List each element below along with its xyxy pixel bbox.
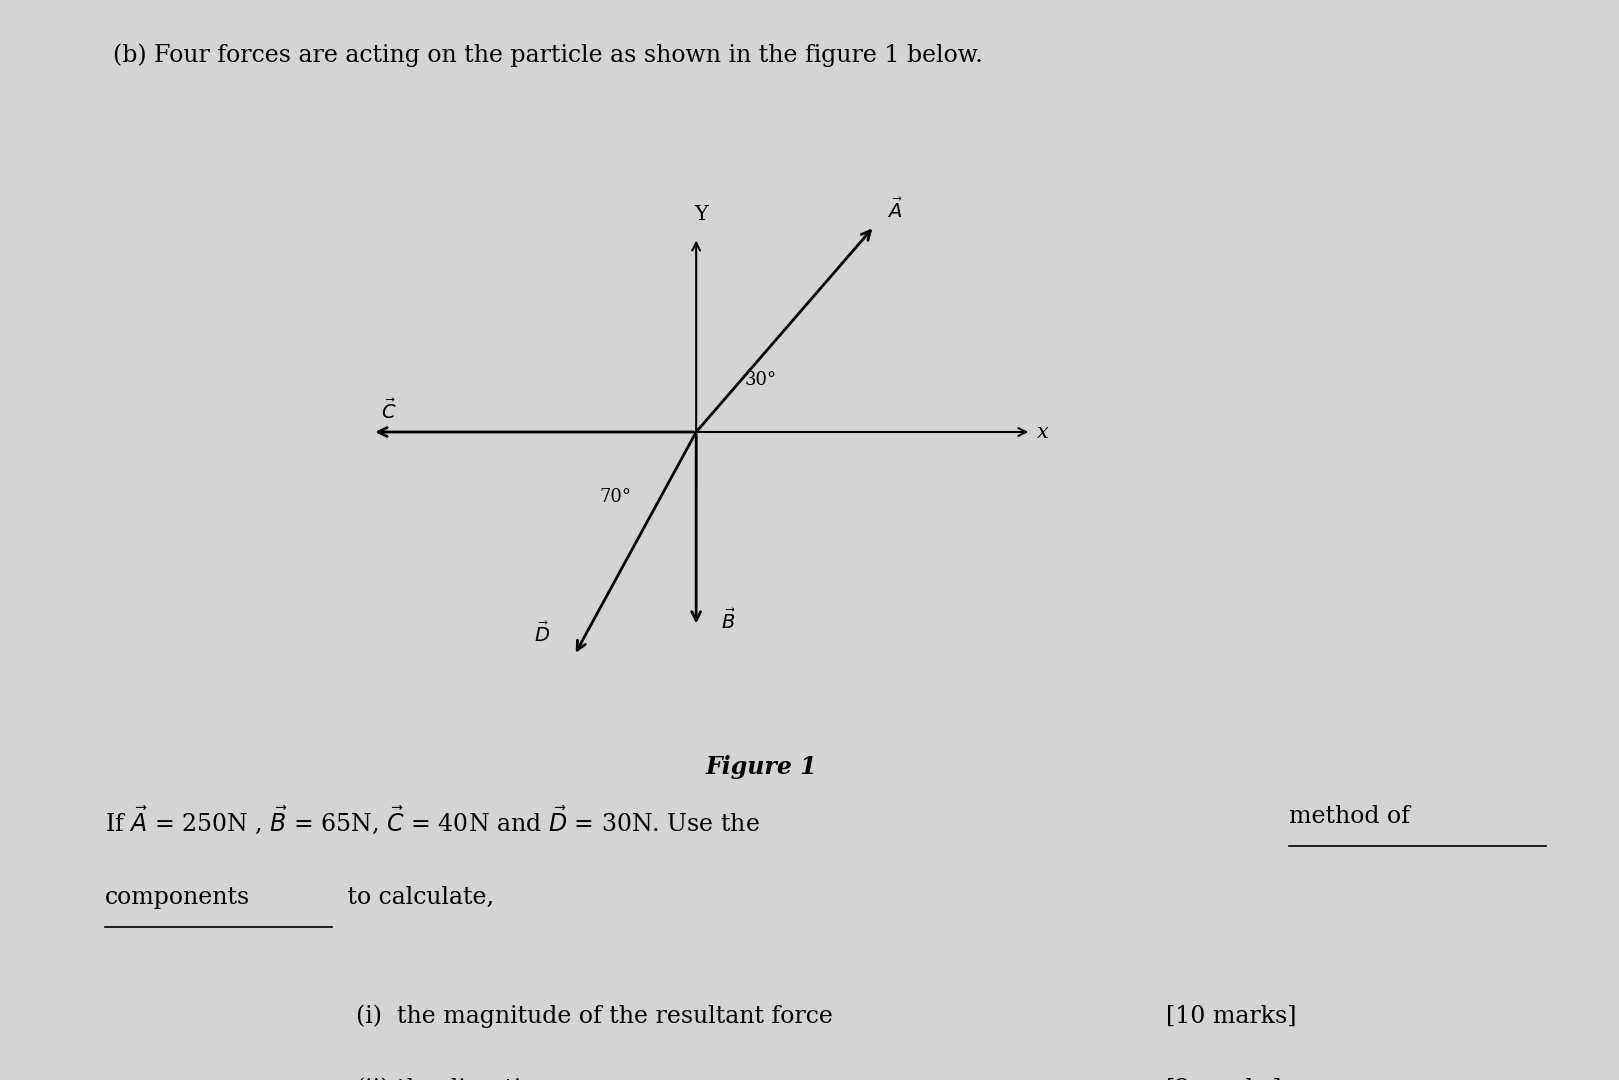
Text: [10 marks]: [10 marks]	[1166, 1004, 1297, 1027]
Text: 30°: 30°	[745, 372, 777, 389]
Text: Y: Y	[695, 204, 708, 224]
Text: 70°: 70°	[599, 488, 631, 505]
Text: Figure 1: Figure 1	[706, 755, 816, 779]
Text: (b) Four forces are acting on the particle as shown in the figure 1 below.: (b) Four forces are acting on the partic…	[113, 43, 983, 67]
Text: $\vec{B}$: $\vec{B}$	[720, 609, 737, 633]
Text: to calculate,: to calculate,	[340, 886, 494, 908]
Text: $\vec{D}$: $\vec{D}$	[534, 622, 550, 646]
Text: [2 marks]: [2 marks]	[1166, 1078, 1281, 1080]
Text: components: components	[105, 886, 251, 908]
Text: x: x	[1038, 422, 1049, 442]
Text: $\vec{A}$: $\vec{A}$	[887, 198, 903, 222]
Text: method of: method of	[1289, 805, 1410, 827]
Text: (ii) the direction: (ii) the direction	[356, 1078, 550, 1080]
Text: $\vec{C}$: $\vec{C}$	[380, 399, 397, 422]
Text: If $\vec{A}$ = 250N , $\vec{B}$ = 65N, $\vec{C}$ = 40N and $\vec{D}$ = 30N. Use : If $\vec{A}$ = 250N , $\vec{B}$ = 65N, $…	[105, 805, 759, 836]
Text: (i)  the magnitude of the resultant force: (i) the magnitude of the resultant force	[356, 1004, 834, 1028]
